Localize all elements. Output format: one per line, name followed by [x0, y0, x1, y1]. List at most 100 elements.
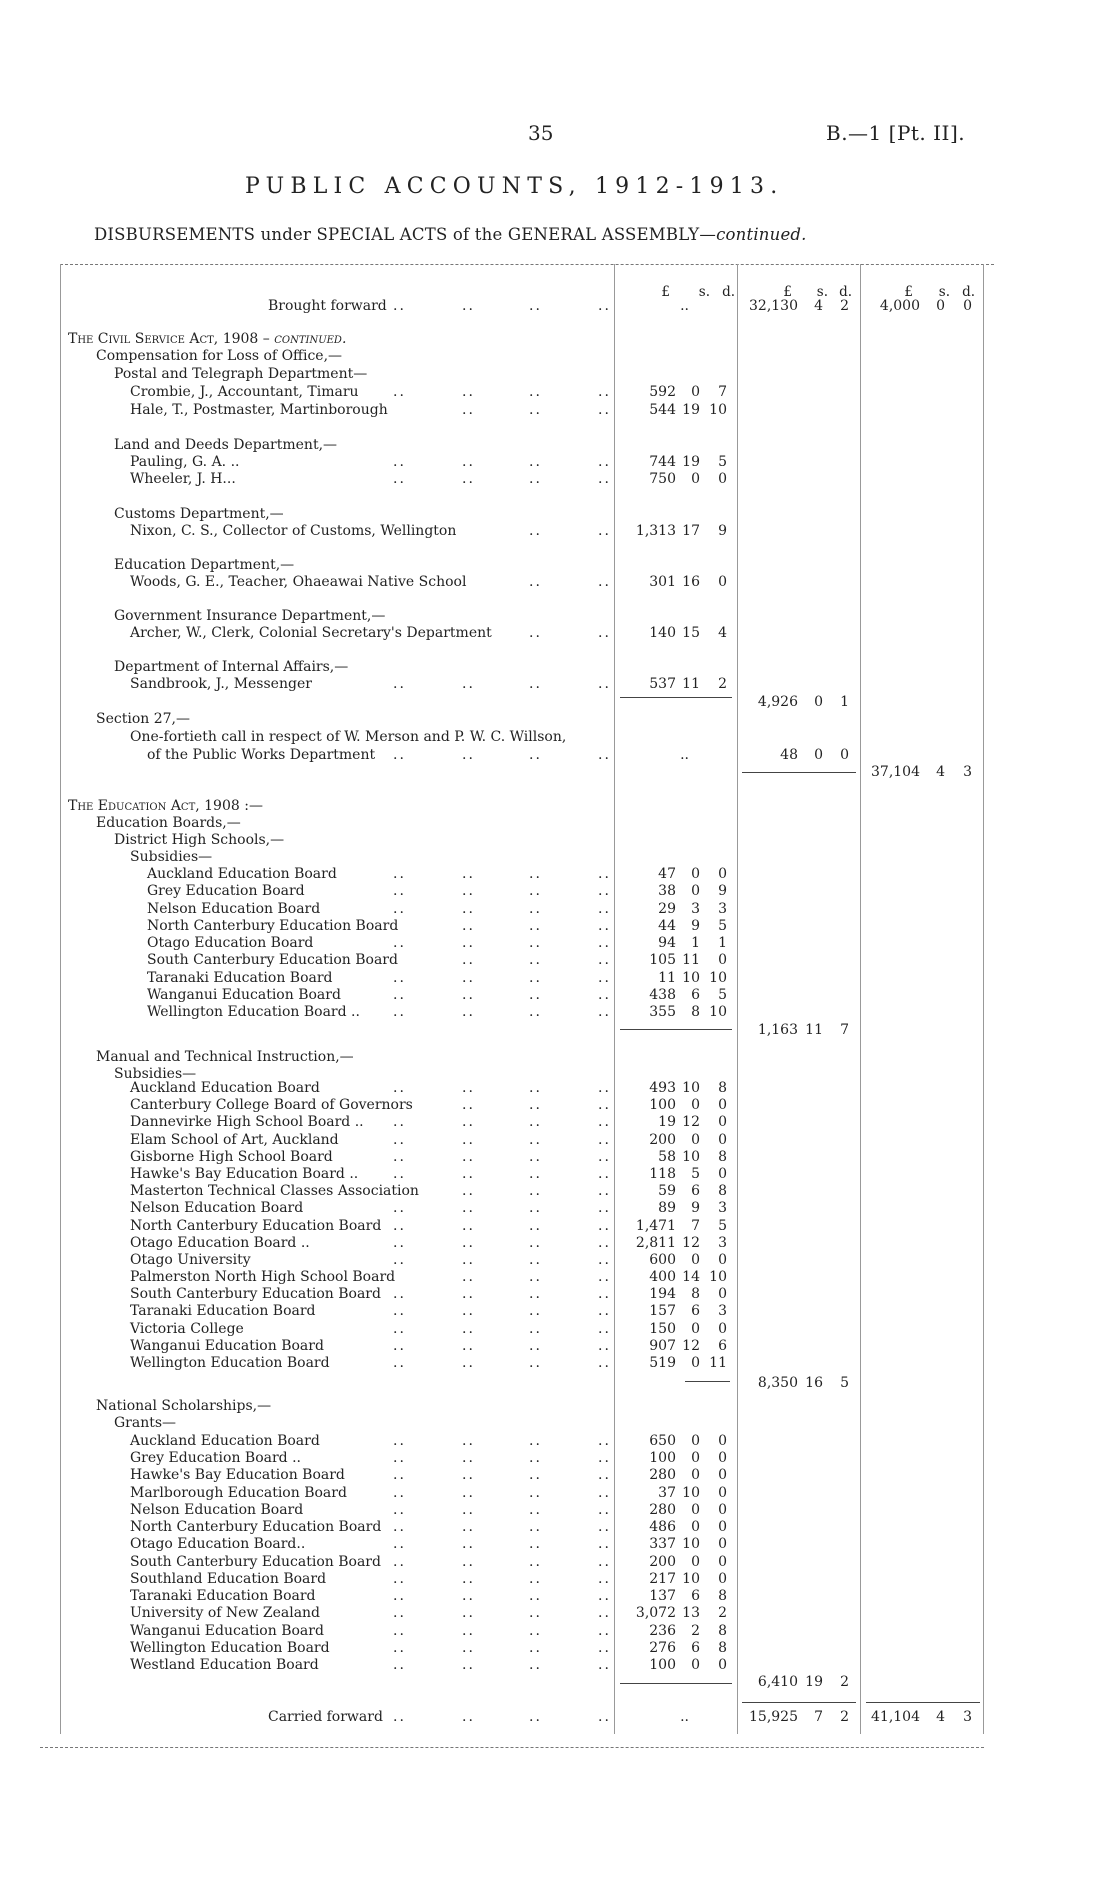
dot-leader: .. — [393, 1433, 406, 1449]
amount-pound: 19 — [658, 1114, 676, 1131]
amount-shillings: 0 — [691, 1131, 700, 1148]
amount-pence: 0 — [718, 1536, 727, 1553]
row-label-text: District High Schools,— — [114, 832, 285, 848]
dot-leader: .. — [462, 883, 475, 900]
row-label: Otago Education Board.. — [130, 1536, 305, 1553]
dot-leader: .. — [529, 1080, 542, 1096]
row-label: Wheeler, J. H... — [130, 471, 236, 488]
dot-leader: .. — [598, 1097, 611, 1114]
dot-leader: .. — [462, 1303, 475, 1320]
amount-pence: 0 — [718, 1570, 727, 1587]
row-label-text: Wellington Education Board .. — [147, 1004, 360, 1020]
dot-leader: .. — [462, 1605, 475, 1622]
dot-leader: .. — [462, 1355, 475, 1372]
dot-leader: .. — [598, 1286, 611, 1303]
row-label-text: Gisborne High School Board — [130, 1148, 333, 1165]
dot-leader: .. — [529, 1553, 542, 1570]
amount-shillings: 13 — [682, 1605, 700, 1622]
row-label-text: Nelson Education Board — [147, 900, 321, 917]
amount-pence: 0 — [718, 1165, 727, 1182]
amount-pence: 2 — [840, 1709, 849, 1725]
amount-pound: 100 — [649, 1450, 676, 1467]
dot-leader: .. — [393, 1588, 406, 1605]
row-label: Subsidies— — [114, 1066, 196, 1083]
row-label: Education Boards,— — [96, 815, 241, 832]
amount-shillings: 0 — [814, 694, 823, 710]
amount-pound: 3,072 — [635, 1605, 676, 1622]
row-label: Nelson Education Board — [130, 1502, 303, 1519]
dot-leader: .. — [393, 986, 406, 1003]
row-label-text: Department of Internal Affairs,— — [114, 659, 349, 675]
dot-leader: .. — [462, 1553, 475, 1570]
amount-pence: 0 — [840, 747, 849, 763]
dot-leader: .. — [529, 384, 542, 400]
carry-label: Brought forward — [268, 298, 387, 315]
dot-leader: .. — [598, 1200, 611, 1217]
dot-leader: .. — [529, 1114, 542, 1131]
amount-pound: .. — [680, 298, 689, 314]
dot-leader: .. — [598, 1639, 611, 1656]
row-label-text: Hale, T., Postmaster, Martinborough — [130, 402, 388, 418]
column-header-pound: £ — [904, 284, 913, 300]
amount-pound: 1,163 — [757, 1022, 798, 1038]
amount-shillings: 4 — [936, 764, 945, 780]
row-label-text: Southland Education Board — [130, 1570, 327, 1587]
row-label-text: Subsidies— — [130, 849, 213, 865]
row-label: Westland Education Board — [130, 1657, 319, 1674]
amount-pence: 8 — [718, 1148, 727, 1165]
dot-leader: .. — [529, 747, 542, 763]
amount-pound: 47 — [658, 866, 676, 882]
amount-pound: 2,811 — [635, 1234, 676, 1251]
dot-leader: .. — [598, 900, 611, 917]
amount-shillings: 11 — [682, 952, 700, 969]
amount-shillings: 0 — [691, 384, 700, 400]
dot-leader: .. — [393, 935, 406, 951]
dot-leader: .. — [598, 747, 611, 763]
page-subtitle: DISBURSEMENTS under SPECIAL ACTS of the … — [94, 225, 807, 244]
dot-leader: .. — [529, 952, 542, 969]
amount-shillings: 12 — [682, 1234, 700, 1251]
row-label: Subsidies— — [130, 849, 212, 866]
dot-leader: .. — [598, 1165, 611, 1182]
dot-leader: .. — [598, 1536, 611, 1553]
amount-pound: 750 — [649, 471, 676, 487]
amount-pound: 8,350 — [757, 1375, 798, 1391]
amount-shillings: 8 — [691, 1004, 700, 1020]
subtitle-main: DISBURSEMENTS under SPECIAL ACTS of the … — [94, 225, 717, 244]
row-label: Hale, T., Postmaster, Martinborough — [130, 402, 388, 419]
amount-pound: 6,410 — [757, 1674, 798, 1690]
dot-leader: .. — [598, 883, 611, 900]
row-label: Otago University — [130, 1252, 251, 1269]
dot-leader: .. — [393, 1337, 406, 1354]
amount-pence: 8 — [718, 1080, 727, 1096]
amount-pence: 0 — [718, 574, 727, 590]
amount-pound: 150 — [649, 1320, 676, 1337]
row-label: University of New Zealand — [130, 1605, 320, 1622]
amount-shillings: 16 — [682, 574, 700, 590]
dot-leader: .. — [462, 1709, 475, 1725]
dot-leader: .. — [529, 1709, 542, 1725]
dot-leader: .. — [393, 1303, 406, 1320]
amount-pound: 744 — [649, 454, 676, 470]
row-label-text: Section 27,— — [96, 711, 190, 727]
dot-leader: .. — [393, 1484, 406, 1501]
amount-shillings: 6 — [691, 1183, 700, 1200]
amount-shillings: 0 — [691, 1320, 700, 1337]
amount-shillings: 4 — [936, 1709, 945, 1725]
amount-pound: .. — [680, 1709, 689, 1725]
row-label-text: Auckland Education Board — [130, 1080, 320, 1096]
amount-shillings: 19 — [682, 454, 700, 470]
dot-leader: .. — [598, 952, 611, 969]
row-label: Taranaki Education Board — [147, 970, 333, 987]
amount-pound: 58 — [658, 1148, 676, 1165]
dot-leader: .. — [529, 1433, 542, 1449]
dot-leader: .. — [598, 1217, 611, 1234]
amount-shillings: 0 — [691, 1501, 700, 1518]
amount-pound: 105 — [649, 952, 676, 969]
amount-pound: 157 — [649, 1303, 676, 1320]
dot-leader: .. — [393, 1217, 406, 1234]
amount-pound: .. — [680, 747, 689, 763]
dot-leader: .. — [462, 900, 475, 917]
column-header-pound: £ — [783, 284, 792, 300]
amount-pence: 0 — [718, 1286, 727, 1303]
